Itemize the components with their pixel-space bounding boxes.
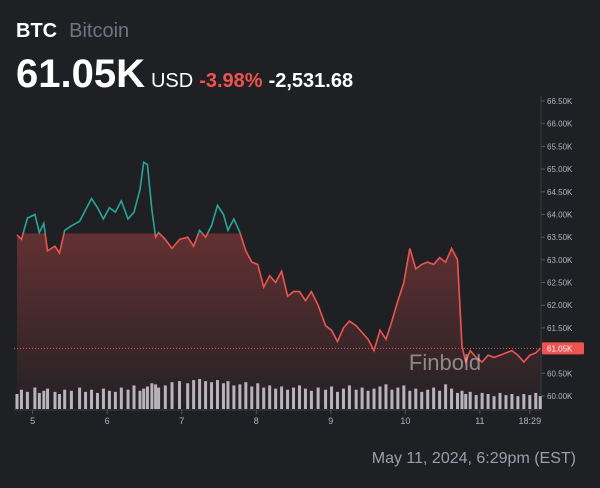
y-tick-label: 65.50K — [547, 142, 573, 151]
currency: USD — [150, 70, 194, 92]
x-tick-label: 9 — [328, 416, 333, 426]
header-price: 61.05K USD -3.98% -2,531.68 — [16, 52, 353, 97]
price: 61.05K — [16, 52, 145, 96]
y-tick-label: 65.00K — [547, 165, 573, 174]
x-tick-label: 6 — [105, 416, 110, 426]
change-percent: -3.98% — [199, 70, 263, 92]
chart: 60.00K60.50K61.00K61.50K62.00K62.50K63.0… — [14, 96, 584, 426]
x-tick-label: 7 — [179, 416, 184, 426]
change: -2,531.68 — [268, 70, 354, 92]
y-tick-label: 60.00K — [547, 392, 573, 401]
x-tick-label: 11 — [475, 416, 484, 426]
y-tick-label: 66.50K — [547, 97, 573, 106]
volume-bar — [15, 394, 19, 409]
y-tick-label: 62.00K — [547, 301, 573, 310]
price-label: 61.05K — [547, 344, 573, 353]
x-tick-label: 8 — [254, 416, 259, 426]
watermark: Finbold — [409, 350, 481, 375]
y-tick-label: 61.50K — [547, 324, 573, 333]
y-tick-label: 64.00K — [547, 210, 573, 219]
asset-name: Bitcoin — [69, 20, 130, 42]
area — [16, 233, 541, 410]
x-tick-label: 5 — [30, 416, 35, 426]
y-tick-label: 63.00K — [547, 256, 573, 265]
y-tick-label: 60.50K — [547, 369, 573, 378]
y-tick-label: 62.50K — [547, 279, 573, 288]
header-symbol: BTC Bitcoin — [16, 20, 129, 43]
y-tick-label: 63.50K — [547, 233, 573, 242]
timestamp: May 11, 2024, 6:29pm (EST) — [371, 450, 576, 467]
y-tick-label: 66.00K — [547, 120, 573, 129]
y-tick-label: 64.50K — [547, 188, 573, 197]
x-tick-label: 10 — [400, 416, 410, 426]
price-line — [16, 160, 541, 365]
price-label-box — [542, 342, 584, 355]
x-tick-label: 18:29 — [519, 416, 542, 426]
symbol: BTC — [16, 20, 58, 42]
